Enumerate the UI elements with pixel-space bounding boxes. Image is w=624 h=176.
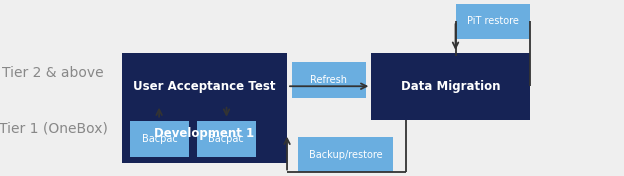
Text: Bacpac: Bacpac	[142, 134, 177, 144]
Text: Tier 2 & above: Tier 2 & above	[2, 66, 104, 80]
FancyBboxPatch shape	[130, 121, 189, 157]
FancyBboxPatch shape	[292, 62, 366, 98]
FancyBboxPatch shape	[122, 53, 287, 120]
Text: User Acceptance Test: User Acceptance Test	[133, 80, 276, 93]
FancyBboxPatch shape	[197, 121, 256, 157]
Text: Tier 1 (OneBox): Tier 1 (OneBox)	[0, 121, 107, 136]
Text: Backup/restore: Backup/restore	[309, 150, 383, 160]
FancyBboxPatch shape	[456, 4, 530, 39]
FancyBboxPatch shape	[371, 53, 530, 120]
Text: Development 1: Development 1	[154, 127, 255, 140]
FancyBboxPatch shape	[122, 105, 287, 163]
Text: Bacpac: Bacpac	[208, 134, 244, 144]
Text: Refresh: Refresh	[310, 75, 348, 85]
Text: Data Migration: Data Migration	[401, 80, 500, 93]
FancyBboxPatch shape	[298, 137, 393, 172]
Text: PiT restore: PiT restore	[467, 16, 519, 26]
